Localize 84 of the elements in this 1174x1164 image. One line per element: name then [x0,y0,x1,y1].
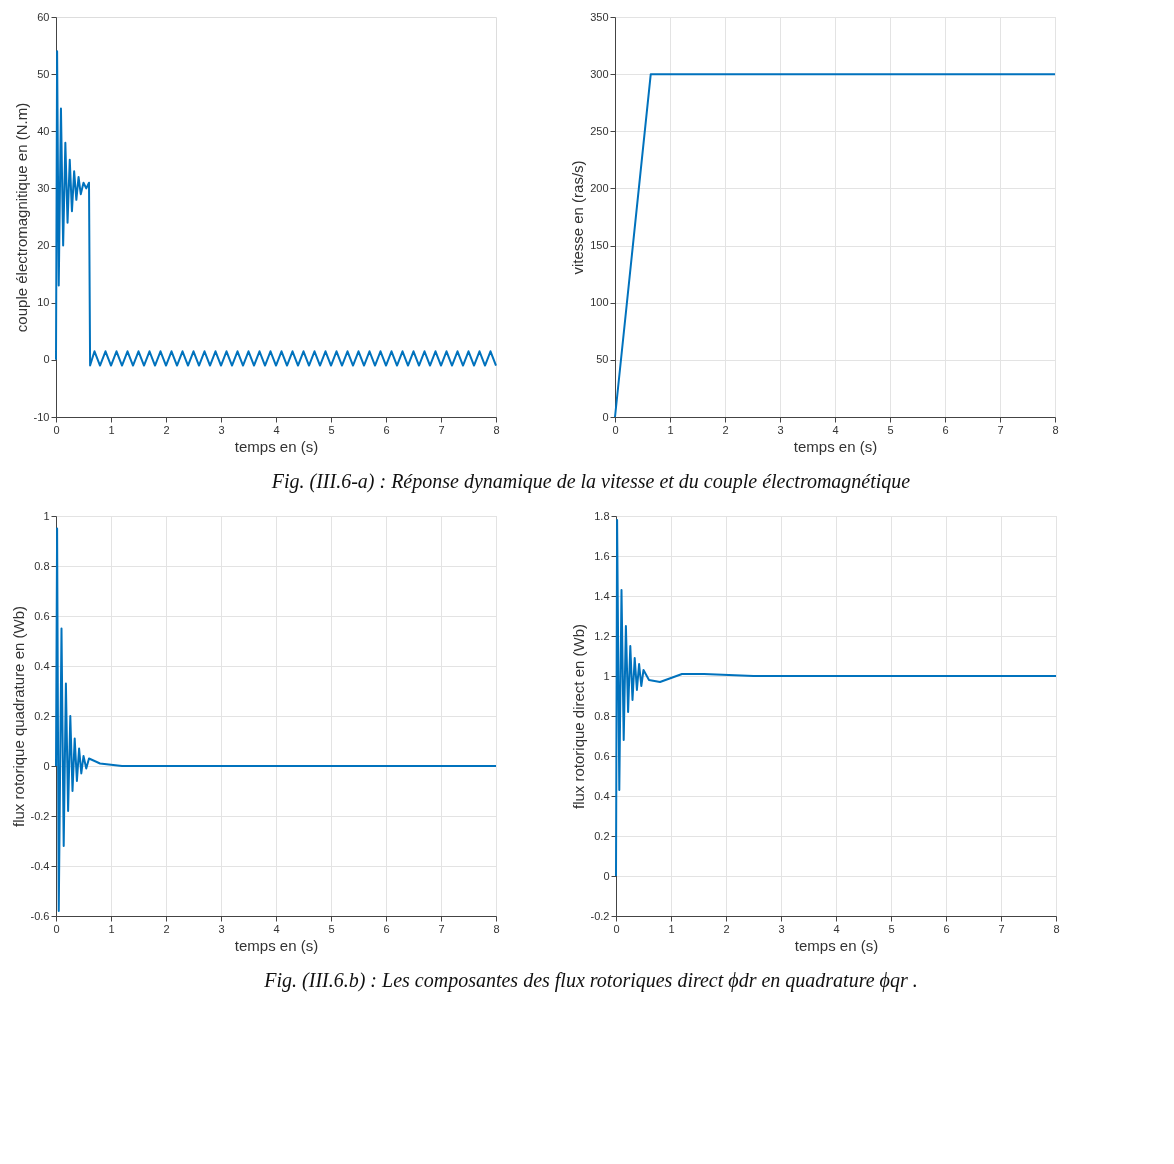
y-tick-label: 20 [37,239,50,252]
x-tick-label: 5 [888,922,895,935]
y-tick-label: 0 [43,759,50,772]
y-tick-label: -0.6 [30,909,50,922]
y-tick-label: 0.2 [34,709,50,722]
x-tick-label: 2 [163,922,170,935]
x-tick-label: 1 [667,423,674,436]
y-tick-label: 1.2 [594,629,610,642]
x-tick-label: 3 [778,922,785,935]
line-series [55,527,497,912]
x-tick-label: 0 [613,922,620,935]
x-tick-label: 6 [383,922,390,935]
y-axis-title: couple électromagnitique en (N.m) [12,102,30,333]
y-tick-label: 0.4 [594,789,610,802]
y-tick-label: -0.2 [30,809,50,822]
x-tick-label: 0 [53,922,60,935]
y-tick-label: 250 [590,124,609,137]
y-tick-label: 50 [37,67,50,80]
x-tick-label: 1 [108,922,115,935]
x-tick-label: 1 [108,423,115,436]
x-axis-title: temps en (s) [234,437,319,455]
x-tick-label: 1 [668,922,675,935]
x-tick-label: 8 [1052,423,1059,436]
x-tick-label: 3 [218,423,225,436]
y-tick-label: 150 [590,239,609,252]
x-tick-label: 4 [832,423,839,436]
y-axis-title: flux rotorique quadrature en (Wb) [9,606,27,827]
x-tick-label: 4 [273,922,280,935]
x-axis-title: temps en (s) [793,437,878,455]
y-tick-label: 0.2 [594,829,610,842]
x-tick-label: 0 [612,423,619,436]
x-tick-label: 4 [273,423,280,436]
x-tick-label: 5 [887,423,894,436]
y-axis-title: vitesse en (ras/s) [569,160,587,275]
y-tick-label: 1.6 [594,549,610,562]
x-tick-label: 3 [218,922,225,935]
y-tick-label: 1.4 [594,589,610,602]
y-tick-label: 0.4 [34,659,50,672]
x-tick-label: 2 [723,922,730,935]
x-tick-label: 4 [833,922,840,935]
x-tick-label: 8 [1053,922,1060,935]
x-tick-label: 7 [998,922,1005,935]
y-tick-label: -0.4 [30,859,50,872]
y-tick-label: 300 [590,67,609,80]
x-tick-label: 8 [493,922,500,935]
y-tick-label: 0 [43,353,50,366]
x-axis-title: temps en (s) [234,936,319,954]
y-tick-label: 0.8 [34,559,50,572]
y-tick-label: 1 [603,669,610,682]
y-tick-label: 0 [602,410,609,423]
y-tick-label: -10 [33,410,50,423]
y-tick-label: 10 [37,296,50,309]
y-tick-label: 100 [590,296,609,309]
x-axis-title: temps en (s) [794,936,879,954]
y-tick-label: 0.6 [594,749,610,762]
y-tick-label: 0.8 [594,709,610,722]
x-tick-label: 5 [328,423,335,436]
y-tick-label: 0.6 [34,609,50,622]
x-tick-label: 8 [493,423,500,436]
text: Fig. (III.6.b) : Les composantes des flux rotoriques direct ϕdr en quadrature ϕqr . [263,969,918,992]
y-tick-label: 1.8 [594,509,610,522]
x-tick-label: 7 [438,922,445,935]
y-tick-label: 1 [43,509,50,522]
x-tick-label: 0 [53,423,60,436]
y-tick-label: 60 [37,10,50,23]
x-tick-label: 6 [383,423,390,436]
x-tick-label: 6 [942,423,949,436]
text: Fig. (III.6-a) : Réponse dynamique de la vitesse et du couple électromagnétique [270,470,911,493]
y-tick-label: 200 [590,181,609,194]
x-tick-label: 6 [943,922,950,935]
y-tick-label: -0.2 [590,909,610,922]
x-tick-label: 2 [722,423,729,436]
x-tick-label: 3 [777,423,784,436]
y-tick-label: 0 [603,869,610,882]
y-axis-title: flux rotorique direct en (Wb) [569,623,587,810]
line-series [55,50,497,367]
x-tick-label: 7 [997,423,1004,436]
y-tick-label: 30 [37,181,50,194]
x-tick-label: 7 [438,423,445,436]
y-tick-label: 40 [37,124,50,137]
x-tick-label: 2 [163,423,170,436]
y-tick-label: 350 [590,10,609,23]
x-tick-label: 5 [328,922,335,935]
y-tick-label: 50 [596,353,609,366]
